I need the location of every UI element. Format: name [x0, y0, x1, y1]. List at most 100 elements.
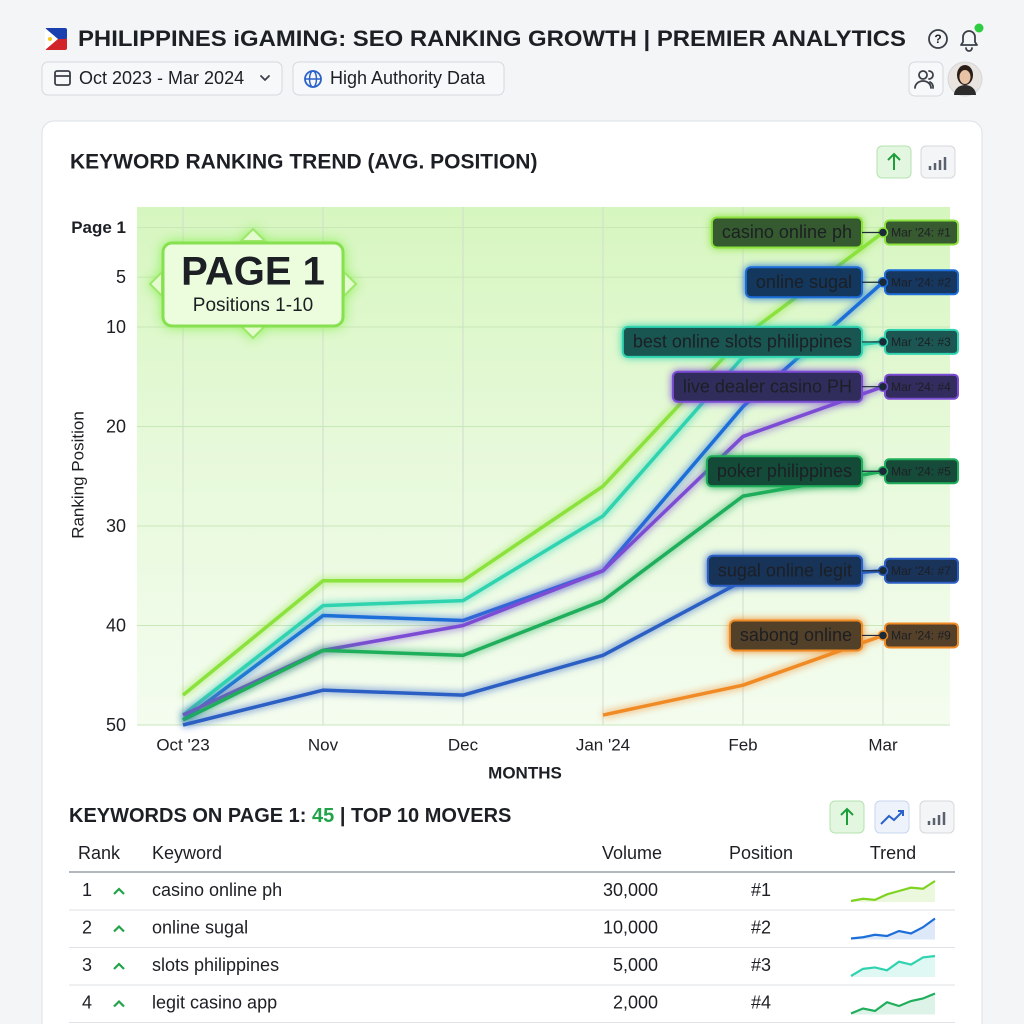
end-tag: Mar '24: #3 [891, 335, 951, 349]
column-header: Volume [602, 843, 662, 863]
user-avatar[interactable] [947, 61, 983, 97]
series-name-label: live dealer casino PH [683, 376, 852, 396]
series-name-label: best online slots philippines [633, 332, 852, 352]
end-tag: Mar '24: #1 [891, 226, 951, 240]
volume-cell: 30,000 [603, 880, 658, 900]
position-cell: #4 [751, 992, 771, 1012]
end-tag-tint [885, 270, 958, 295]
series-annotation: Mar '24: #2 online sugal [744, 266, 959, 299]
end-tag: Mar '24: #4 [891, 380, 951, 394]
trend-up-button[interactable] [876, 145, 912, 179]
rank-cell: 2 [82, 917, 92, 937]
keyword-cell: legit casino app [152, 992, 277, 1012]
name-label-tint [706, 456, 862, 487]
series-name-label: sugal online legit [718, 561, 852, 581]
position-cell: #1 [751, 880, 771, 900]
x-tick-label: Mar [868, 735, 898, 754]
series-name-label: online sugal [756, 272, 852, 292]
series-annotation: Mar '24: #7 sugal online legit [706, 554, 959, 587]
up-chevron [113, 999, 125, 1008]
y-tick-label: 10 [106, 317, 126, 337]
help-button[interactable]: ? [928, 29, 948, 49]
end-tag: Mar '24: #2 [891, 275, 951, 289]
series-name-label: casino online ph [722, 222, 852, 242]
column-header: Position [729, 843, 793, 863]
movers-bars-button[interactable] [919, 800, 955, 834]
series-name-label: poker philippines [717, 461, 852, 481]
sparkline [850, 880, 936, 903]
table-row[interactable]: 3 slots philippines 5,000 #3 [69, 954, 955, 986]
end-tag: Mar '24: #9 [891, 629, 951, 643]
up-chevron [113, 887, 125, 895]
x-tick-label: Nov [308, 735, 339, 754]
sparkline [850, 954, 936, 977]
end-tag-tint [885, 623, 958, 648]
position-cell: #2 [751, 917, 771, 937]
badge-title: PAGE 1 [181, 250, 325, 294]
up-chevron [113, 924, 125, 933]
badge-subtitle: Positions 1-10 [193, 295, 313, 316]
data-source: High Authority Data [330, 68, 486, 88]
flag [45, 28, 67, 50]
series-name-label: sabong online [740, 625, 852, 645]
y-tick-label: 40 [106, 615, 126, 635]
series-line [181, 231, 885, 697]
sparkline-area [851, 918, 935, 940]
table-row[interactable]: 2 online sugal 10,000 #2 [69, 917, 955, 948]
volume-cell: 10,000 [603, 917, 658, 937]
series-annotation: Mar '24: #5 poker philippines [705, 455, 959, 488]
rank-cell: 1 [82, 880, 92, 900]
x-tick-label: Feb [728, 735, 757, 754]
data-source-button[interactable]: High Authority Data [292, 61, 505, 96]
sparkline [850, 917, 936, 940]
series-line [602, 633, 884, 717]
table-row[interactable]: 1 casino online ph 30,000 #1 [69, 880, 955, 911]
plot: Oct '23 Nov Dec Jan '24 Feb Mar Page 1 5 10 20 30 4… [71, 207, 959, 754]
page1-badge: PAGE 1 Positions 1-10 [148, 227, 358, 340]
column-header: Trend [870, 843, 916, 863]
name-label-tint [729, 620, 862, 651]
end-tag-tint [885, 374, 958, 399]
series-annotation: Mar '24: #1 casino online ph [710, 216, 959, 249]
date-range-button[interactable]: Oct 2023 - Mar 2024 [41, 61, 283, 96]
y-axis-label: Ranking Position [68, 411, 87, 539]
series-annotation: Mar '24: #4 live dealer casino PH [671, 370, 959, 403]
y-tick-label: Page 1 [71, 218, 126, 237]
movers-up-button[interactable] [829, 800, 865, 834]
chart-title: KEYWORD RANKING TREND (AVG. POSITION) [70, 151, 537, 174]
name-label-tint [672, 371, 862, 402]
sparkline-area [851, 993, 935, 1015]
end-tag-tint [885, 329, 958, 354]
up-chevron [113, 962, 125, 970]
page1-count: 45 [312, 805, 334, 827]
x-tick-label: Dec [448, 735, 479, 754]
rank-cell: 4 [82, 992, 92, 1012]
sparkline-area [851, 881, 935, 902]
column-header: Rank [78, 843, 121, 863]
name-label-tint [711, 217, 862, 248]
end-tag: Mar '24: #7 [891, 564, 951, 578]
notifications-button[interactable] [960, 23, 984, 52]
keyword-cell: slots philippines [152, 955, 279, 975]
end-tag-tint [885, 220, 958, 245]
name-label-tint [745, 267, 862, 298]
sparkline [850, 992, 936, 1015]
end-tag-tint [885, 459, 958, 484]
table-row[interactable]: 4 legit casino app 2,000 #4 [69, 992, 955, 1023]
date-range: Oct 2023 - Mar 2024 [79, 68, 244, 88]
keyword-cell: online sugal [152, 917, 248, 937]
series-line [182, 469, 884, 722]
keyword-cell: casino online ph [152, 880, 282, 900]
x-tick-label: Jan '24 [576, 735, 630, 754]
team-button[interactable] [908, 61, 944, 97]
position-cell: #3 [751, 955, 771, 975]
series-annotation: Mar '24: #3 best online slots philippines [621, 325, 959, 358]
svg-text:?: ? [934, 32, 941, 46]
y-tick-label: 50 [106, 715, 126, 735]
movers-trend-button[interactable] [874, 800, 910, 834]
series-annotation: Mar '24: #9 sabong online [728, 619, 959, 652]
page-title: PHILIPPINES iGAMING: SEO RANKING GROWTH … [78, 26, 906, 51]
bar-chart-button[interactable] [920, 145, 956, 179]
table-title: KEYWORDS ON PAGE 1: 45 | TOP 10 MOVERS [69, 805, 511, 827]
